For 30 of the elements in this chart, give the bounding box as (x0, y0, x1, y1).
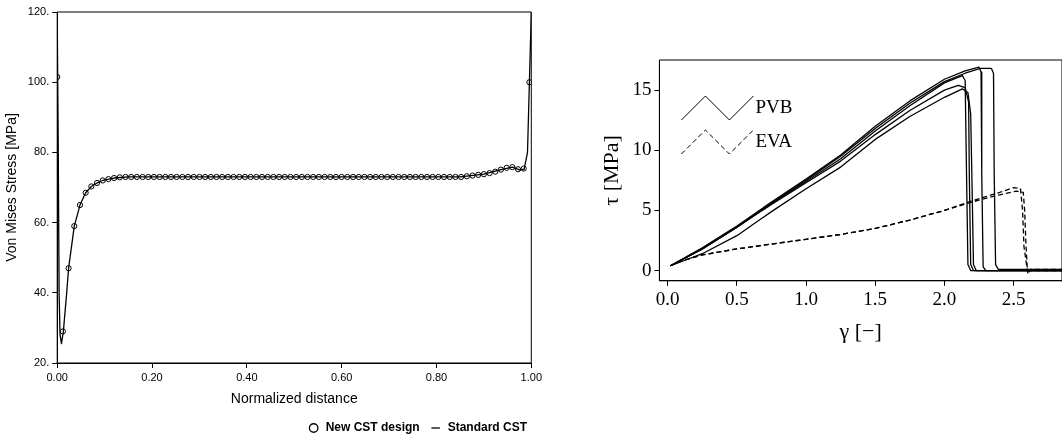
x-tick-label: 2.5 (1001, 288, 1026, 310)
y-tick-label: 80. (33, 145, 50, 158)
x-tick-label: 1.0 (794, 288, 818, 310)
x-axis-title: Normalized distance (230, 390, 358, 407)
y-tick-label: 0 (641, 258, 652, 280)
y-tick-label: 20. (33, 356, 50, 369)
legend-label: PVB (755, 95, 793, 117)
x-tick-label: 0.40 (236, 370, 258, 383)
x-tick-label: 1.00 (520, 370, 543, 383)
x-tick-label: 1.5 (863, 288, 888, 310)
x-tick-label: 0.20 (141, 370, 163, 383)
y-axis-title: Von Mises Stress [MPa] (3, 113, 20, 262)
y-tick-label: 5 (641, 198, 652, 220)
x-tick-label: 0.5 (725, 288, 749, 310)
y-tick-label: 60. (33, 215, 50, 228)
legend-label: Standard CST (447, 420, 528, 435)
x-tick-label: 0.60 (330, 370, 353, 383)
x-tick-label: 2.0 (932, 288, 957, 310)
legend-label: EVA (755, 129, 793, 151)
legend-label: New CST design (325, 420, 420, 435)
x-tick-label: 0.00 (46, 370, 68, 383)
y-tick-label: 100. (27, 75, 50, 88)
x-tick-label: 0.0 (655, 288, 680, 310)
y-axis-title: τ [MPa] (597, 135, 623, 206)
y-tick-label: 40. (33, 285, 50, 298)
x-tick-label: 0.80 (425, 370, 448, 383)
x-axis-title: γ [−] (838, 317, 882, 343)
y-tick-label: 120. (27, 5, 50, 18)
y-tick-label: 15 (632, 78, 652, 100)
y-tick-label: 10 (632, 138, 652, 160)
